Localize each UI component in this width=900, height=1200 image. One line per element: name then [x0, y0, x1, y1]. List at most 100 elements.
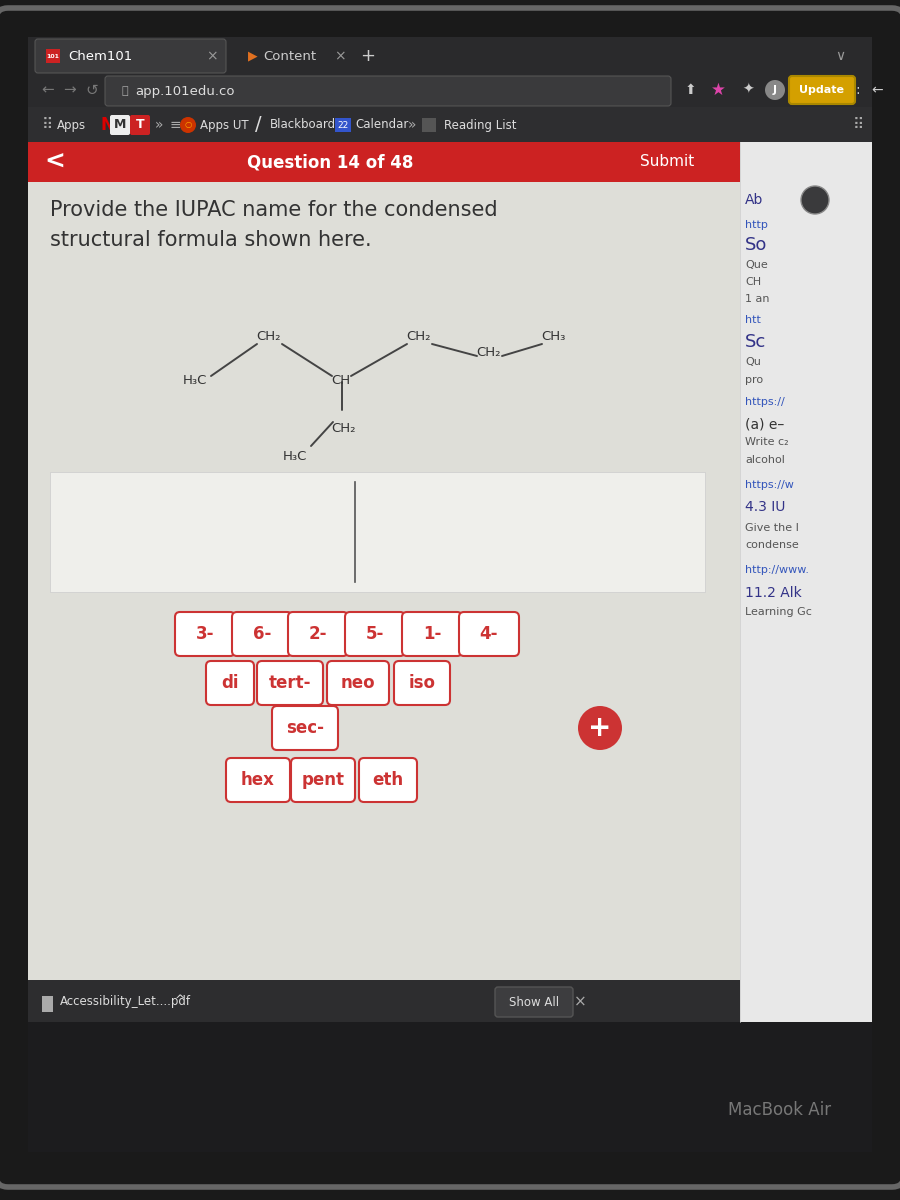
Bar	[42, 996, 53, 1012]
Text: Content: Content	[263, 49, 316, 62]
Text: Write c₂: Write c₂	[745, 437, 788, 446]
Text: CH: CH	[745, 277, 761, 287]
FancyBboxPatch shape	[291, 758, 355, 802]
Text: H₃C: H₃C	[183, 373, 207, 386]
Text: N: N	[100, 116, 114, 134]
Text: Provide the IUPAC name for the condensed: Provide the IUPAC name for the condensed	[50, 200, 498, 220]
Text: hex: hex	[241, 770, 274, 790]
Text: tert-: tert-	[269, 674, 311, 692]
FancyBboxPatch shape	[394, 661, 450, 704]
FancyBboxPatch shape	[232, 612, 292, 656]
Text: Reading List: Reading List	[444, 119, 517, 132]
Text: http://www.: http://www.	[745, 565, 809, 575]
Text: 101: 101	[47, 54, 59, 59]
Text: app.101edu.co: app.101edu.co	[135, 84, 235, 97]
Text: ○: ○	[184, 120, 192, 130]
Text: So: So	[745, 236, 768, 254]
FancyBboxPatch shape	[459, 612, 519, 656]
FancyBboxPatch shape	[130, 115, 150, 134]
Text: neo: neo	[341, 674, 375, 692]
Text: structural formula shown here.: structural formula shown here.	[50, 230, 372, 250]
FancyBboxPatch shape	[495, 986, 573, 1018]
Bar	[422, 118, 436, 132]
Text: Apps UT: Apps UT	[200, 119, 248, 132]
Bar	[50, 472, 705, 592]
Text: ★: ★	[711, 80, 725, 98]
FancyBboxPatch shape	[272, 706, 338, 750]
Text: alcohol: alcohol	[745, 455, 785, 464]
Bar	[28, 37, 872, 72]
Text: H₃C: H₃C	[283, 450, 308, 462]
FancyBboxPatch shape	[345, 612, 405, 656]
Text: CH₃: CH₃	[541, 330, 565, 342]
Text: 4-: 4-	[480, 625, 499, 643]
FancyBboxPatch shape	[257, 661, 323, 704]
Text: 2-: 2-	[309, 625, 328, 643]
Text: ←: ←	[41, 83, 54, 97]
FancyBboxPatch shape	[402, 612, 462, 656]
Text: 5-: 5-	[365, 625, 384, 643]
Text: 4.3 IU: 4.3 IU	[745, 500, 786, 514]
FancyBboxPatch shape	[288, 612, 348, 656]
Text: ∨: ∨	[835, 49, 845, 62]
Text: J: J	[773, 85, 777, 95]
Text: MacBook Air: MacBook Air	[728, 1102, 832, 1118]
FancyBboxPatch shape	[789, 76, 855, 104]
Text: Apps: Apps	[57, 119, 86, 132]
Bar	[46, 49, 60, 62]
Text: →: →	[64, 83, 76, 97]
Text: Chem101: Chem101	[68, 49, 132, 62]
Circle shape	[578, 706, 622, 750]
FancyBboxPatch shape	[0, 8, 900, 1187]
Text: ←: ←	[871, 83, 883, 97]
Text: +: +	[589, 714, 612, 742]
Text: (a) e–: (a) e–	[745, 416, 784, 431]
Text: https://: https://	[745, 397, 785, 407]
Text: ✦: ✦	[742, 83, 754, 97]
Text: Ab: Ab	[745, 193, 763, 206]
Text: M: M	[113, 119, 126, 132]
Text: ↺: ↺	[86, 83, 98, 97]
Text: Learning Gc: Learning Gc	[745, 607, 812, 617]
FancyBboxPatch shape	[359, 758, 417, 802]
Text: ^: ^	[175, 995, 185, 1008]
Text: CH₂: CH₂	[256, 330, 281, 342]
Text: T: T	[136, 119, 144, 132]
Text: 🔒: 🔒	[122, 86, 129, 96]
Text: Blackboard: Blackboard	[270, 119, 336, 132]
Text: »: »	[408, 118, 417, 132]
Circle shape	[801, 186, 829, 214]
Text: »: »	[155, 118, 164, 132]
Text: Calendar: Calendar	[355, 119, 409, 132]
Bar	[28, 980, 740, 1022]
Text: pro: pro	[745, 374, 763, 385]
Text: 1 an: 1 an	[745, 294, 770, 304]
Text: 11.2 Alk: 11.2 Alk	[745, 586, 802, 600]
Text: 22: 22	[338, 120, 348, 130]
Text: 6-: 6-	[253, 625, 271, 643]
Text: Sc: Sc	[745, 332, 766, 350]
FancyBboxPatch shape	[175, 612, 235, 656]
Bar	[740, 142, 872, 1022]
Text: ⠿: ⠿	[852, 118, 864, 132]
Text: iso: iso	[409, 674, 436, 692]
Text: Question 14 of 48: Question 14 of 48	[247, 152, 413, 170]
Bar	[28, 142, 740, 182]
Text: condense: condense	[745, 540, 799, 550]
Text: /: /	[255, 115, 261, 134]
Text: ×: ×	[573, 995, 587, 1009]
Bar	[335, 118, 351, 132]
Text: Que: Que	[745, 260, 768, 270]
Circle shape	[765, 80, 785, 100]
Text: Give the I: Give the I	[745, 523, 799, 533]
FancyBboxPatch shape	[226, 758, 290, 802]
FancyBboxPatch shape	[35, 38, 226, 73]
Text: CH₂: CH₂	[331, 421, 356, 434]
FancyBboxPatch shape	[206, 661, 254, 704]
FancyBboxPatch shape	[110, 115, 130, 134]
Text: ×: ×	[206, 49, 218, 62]
Text: CH₂: CH₂	[406, 330, 430, 342]
Circle shape	[180, 116, 196, 133]
Text: Submit: Submit	[640, 155, 694, 169]
Text: https://w: https://w	[745, 480, 794, 490]
